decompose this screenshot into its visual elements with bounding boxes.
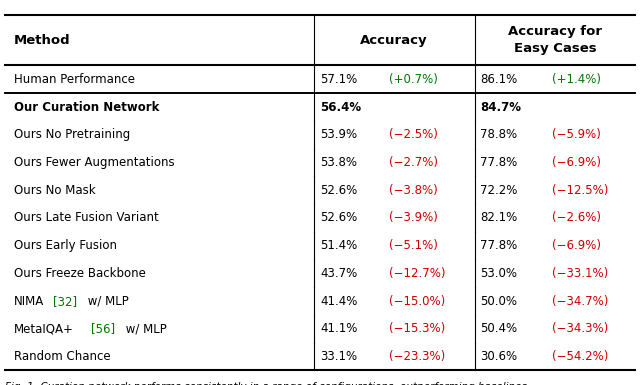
Text: Accuracy: Accuracy xyxy=(360,34,428,47)
Text: 50.4%: 50.4% xyxy=(480,322,517,335)
Text: Ours Fewer Augmentations: Ours Fewer Augmentations xyxy=(14,156,175,169)
Text: (−5.9%): (−5.9%) xyxy=(552,128,600,141)
Text: 43.7%: 43.7% xyxy=(320,267,357,280)
Text: (−2.6%): (−2.6%) xyxy=(552,211,601,224)
Text: 56.4%: 56.4% xyxy=(320,100,361,114)
Text: 41.1%: 41.1% xyxy=(320,322,357,335)
Text: (−34.3%): (−34.3%) xyxy=(552,322,608,335)
Text: (−12.7%): (−12.7%) xyxy=(389,267,445,280)
Text: 84.7%: 84.7% xyxy=(480,100,521,114)
Text: Human Performance: Human Performance xyxy=(14,73,135,86)
Text: Method: Method xyxy=(14,34,70,47)
Text: (−2.7%): (−2.7%) xyxy=(389,156,438,169)
Text: (−34.7%): (−34.7%) xyxy=(552,295,608,308)
Text: (−2.5%): (−2.5%) xyxy=(389,128,438,141)
Text: NIMA: NIMA xyxy=(14,295,44,308)
Text: Ours No Pretraining: Ours No Pretraining xyxy=(14,128,131,141)
Text: (−54.2%): (−54.2%) xyxy=(552,350,608,363)
Text: (−15.3%): (−15.3%) xyxy=(389,322,445,335)
Text: Ours Early Fusion: Ours Early Fusion xyxy=(14,239,117,252)
Text: 33.1%: 33.1% xyxy=(320,350,357,363)
Text: 53.9%: 53.9% xyxy=(320,128,357,141)
Text: Fig. 1: Curation network performs consistently in a range of configurations, out: Fig. 1: Curation network performs consis… xyxy=(5,382,531,385)
Text: (+0.7%): (+0.7%) xyxy=(389,73,438,86)
Text: (−12.5%): (−12.5%) xyxy=(552,184,608,197)
Text: 78.8%: 78.8% xyxy=(480,128,517,141)
Text: (−23.3%): (−23.3%) xyxy=(389,350,445,363)
Text: w/ MLP: w/ MLP xyxy=(84,295,129,308)
Text: 72.2%: 72.2% xyxy=(480,184,517,197)
Text: [32]: [32] xyxy=(53,295,77,308)
Text: (−6.9%): (−6.9%) xyxy=(552,156,601,169)
Text: Random Chance: Random Chance xyxy=(14,350,111,363)
Text: Ours No Mask: Ours No Mask xyxy=(14,184,96,197)
Text: 57.1%: 57.1% xyxy=(320,73,357,86)
Text: [56]: [56] xyxy=(92,322,115,335)
Text: (+1.4%): (+1.4%) xyxy=(552,73,601,86)
Text: 41.4%: 41.4% xyxy=(320,295,357,308)
Text: (−15.0%): (−15.0%) xyxy=(389,295,445,308)
Text: MetaIQA+: MetaIQA+ xyxy=(14,322,74,335)
Text: (−5.1%): (−5.1%) xyxy=(389,239,438,252)
Text: 86.1%: 86.1% xyxy=(480,73,517,86)
Text: Ours Late Fusion Variant: Ours Late Fusion Variant xyxy=(14,211,159,224)
Text: (−3.9%): (−3.9%) xyxy=(389,211,438,224)
Text: 51.4%: 51.4% xyxy=(320,239,357,252)
Text: 52.6%: 52.6% xyxy=(320,184,357,197)
Text: Our Curation Network: Our Curation Network xyxy=(14,100,159,114)
Text: w/ MLP: w/ MLP xyxy=(122,322,167,335)
Text: 77.8%: 77.8% xyxy=(480,156,517,169)
Text: 82.1%: 82.1% xyxy=(480,211,517,224)
Text: (−3.8%): (−3.8%) xyxy=(389,184,438,197)
Text: 77.8%: 77.8% xyxy=(480,239,517,252)
Text: Accuracy for: Accuracy for xyxy=(508,25,602,38)
Text: 52.6%: 52.6% xyxy=(320,211,357,224)
Text: Ours Freeze Backbone: Ours Freeze Backbone xyxy=(14,267,146,280)
Text: (−6.9%): (−6.9%) xyxy=(552,239,601,252)
Text: 53.0%: 53.0% xyxy=(480,267,517,280)
Text: 53.8%: 53.8% xyxy=(320,156,357,169)
Text: 50.0%: 50.0% xyxy=(480,295,517,308)
Text: 30.6%: 30.6% xyxy=(480,350,517,363)
Text: (−33.1%): (−33.1%) xyxy=(552,267,608,280)
Text: Easy Cases: Easy Cases xyxy=(513,42,596,55)
